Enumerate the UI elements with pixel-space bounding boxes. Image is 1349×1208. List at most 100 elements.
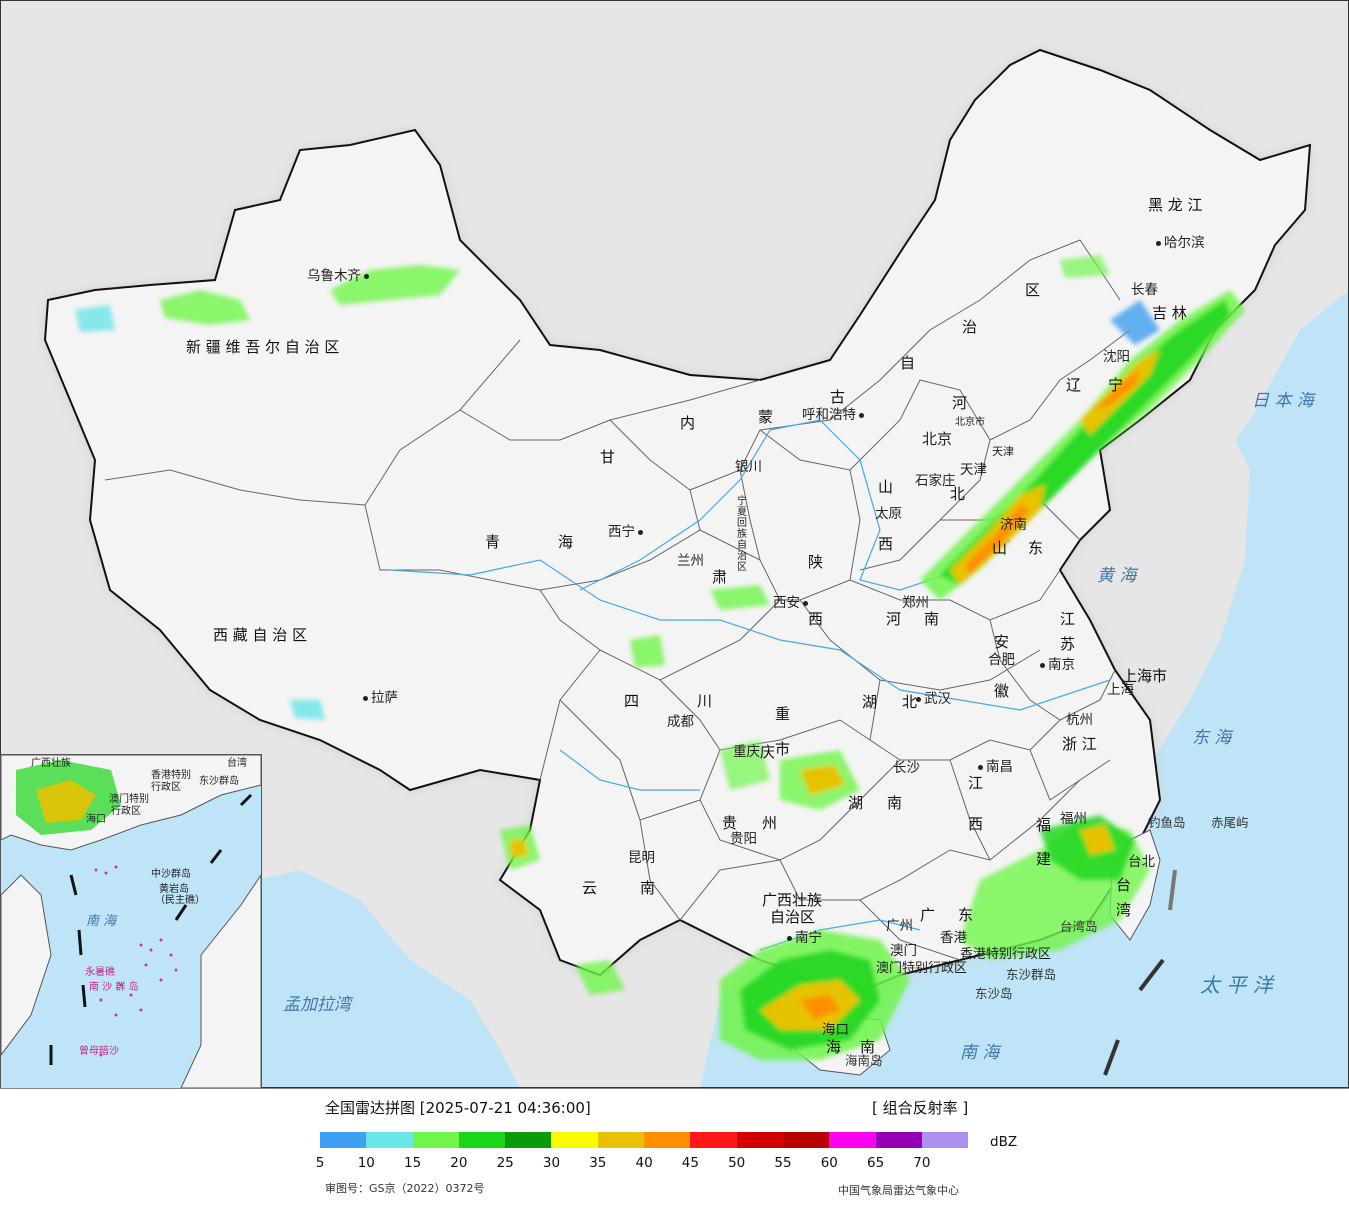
city-guiyang: 贵阳 <box>730 831 757 847</box>
city-urumqi: 乌鲁木齐 <box>307 269 369 284</box>
city-xining: 西宁 <box>608 525 643 540</box>
city-macau: 澳门 <box>890 943 917 959</box>
city-kunming: 昆明 <box>628 850 655 866</box>
city-lanzhou: 兰州 <box>677 553 704 569</box>
legend-swatch <box>921 1132 969 1148</box>
island-label-diaoyu: 钓鱼岛 <box>1148 815 1186 830</box>
city-guangzhou: 广州 <box>886 918 913 934</box>
legend-color-bar <box>320 1132 969 1148</box>
province-label-tianjin: 天津 <box>992 445 1014 458</box>
inset-label-taiwan: 台湾 <box>227 758 247 769</box>
city-nanjing: 南京 <box>1040 658 1075 673</box>
city-taibei: 台北 <box>1128 854 1155 870</box>
legend-swatch <box>366 1132 413 1148</box>
province-label-taiwan: 湾 <box>1116 901 1132 919</box>
maritime-boundary <box>1103 869 1177 1076</box>
province-label-shaanxi: 陕 <box>808 553 824 571</box>
city-fuzhou: 福州 <box>1060 811 1087 827</box>
province-label-hunan: 南 <box>887 794 903 812</box>
legend-swatch <box>412 1132 459 1148</box>
province-label-chongqing: 市 <box>775 740 791 758</box>
province-label-shandong: 东 <box>1028 539 1044 557</box>
legend-swatch <box>875 1132 922 1148</box>
legend-swatch <box>458 1132 506 1148</box>
province-label-chongqing: 重 <box>775 705 791 723</box>
sea-label-huanghai: 黄 海 <box>1097 566 1137 586</box>
province-label-shaanxi: 西 <box>808 610 824 628</box>
legend-ticks: 5 10 15 20 25 30 35 40 45 50 55 60 65 70 <box>316 1155 960 1173</box>
province-label-anhui: 徽 <box>994 682 1010 700</box>
sea-label-ribenhai: 日 本 海 <box>1252 391 1314 411</box>
province-label-neimenggu: 治 <box>962 318 978 336</box>
city-chengdu: 成都 <box>667 714 694 730</box>
inset-label-hk2: 行政区 <box>151 782 181 793</box>
province-label-xizang: 西 藏 自 治 区 <box>213 626 308 644</box>
province-label-ningxia: 宁夏回族自治区 <box>737 496 747 573</box>
province-label-jilin: 吉 林 <box>1152 304 1187 322</box>
city-chongqing: 重庆 <box>733 744 760 760</box>
sea-label-donghai: 东 海 <box>1192 728 1232 748</box>
island-label-dongsha: 东沙群岛 <box>1006 967 1057 982</box>
inset-land-sw <box>1 874 52 1056</box>
radar-echoes <box>75 255 1245 1060</box>
city-beijing: 北京 <box>922 430 953 448</box>
legend-tick-label: 5 <box>315 1155 325 1171</box>
city-hongkong: 香港 <box>940 930 967 946</box>
province-label-gansu: 肃 <box>712 568 728 586</box>
inset-label-hk1: 香港特别 <box>151 770 191 781</box>
province-label-qinghai: 青 <box>485 533 501 551</box>
province-label-jiangxi: 江 <box>968 774 984 792</box>
legend-swatch <box>551 1132 598 1148</box>
province-label-shanxi: 西 <box>878 535 894 553</box>
legend-swatch <box>597 1132 645 1148</box>
province-label-heilongjiang: 黑 龙 江 <box>1148 196 1203 214</box>
legend-tick-label: 30 <box>542 1155 561 1171</box>
province-label-guizhou: 州 <box>762 814 778 832</box>
inset-label-haikou: 海口 <box>86 814 106 825</box>
province-label-guangxi: 广西壮族 <box>762 891 823 909</box>
inset-label-zengmu: 曾母暗沙 <box>79 1046 119 1057</box>
province-label-hubei: 北 <box>902 693 918 711</box>
island-label-dongshadao: 东沙岛 <box>975 986 1013 1001</box>
inset-label-huangyan: 黄岩岛 <box>159 884 189 895</box>
province-label-shanxi: 山 <box>878 478 894 496</box>
legend-swatch <box>320 1132 367 1148</box>
inset-label-nanhai: 南 海 <box>86 914 117 929</box>
province-label-guangdong: 广 <box>920 906 936 924</box>
city-lasa: 拉萨 <box>363 691 398 706</box>
province-label-yunnan: 南 <box>640 879 656 897</box>
province-label-neimenggu: 古 <box>830 388 846 406</box>
province-label-xinjiang: 新 疆 维 吾 尔 自 治 区 <box>186 338 340 356</box>
inset-canvas <box>1 755 261 1088</box>
inset-boundary <box>49 793 253 1065</box>
inset-label-nansha: 南 沙 群 岛 <box>89 982 139 993</box>
inset-echo-core <box>36 780 96 823</box>
sea-area <box>1100 290 1349 1088</box>
radar-map: 新 疆 维 吾 尔 自 治 区 西 藏 自 治 区 青 海 甘 肃 内 蒙 古 … <box>0 0 1349 1089</box>
legend-tick-label: 10 <box>357 1155 375 1171</box>
province-label-neimenggu: 内 <box>680 414 696 432</box>
province-label-liaoning: 宁 <box>1108 376 1124 394</box>
province-label-yunnan: 云 <box>582 879 598 897</box>
legend-swatch <box>690 1132 737 1148</box>
inset-label-yongshu: 永暑礁 <box>85 967 115 978</box>
city-haikou: 海口 <box>822 1022 849 1038</box>
city-tianjin: 天津 <box>960 462 987 478</box>
city-changchun: 长春 <box>1131 282 1158 298</box>
legend-tick-label: 15 <box>404 1155 422 1171</box>
legend-tick-label: 50 <box>728 1155 746 1171</box>
legend-tick-label: 20 <box>450 1155 468 1171</box>
sea-label-mengjiala: 孟加拉湾 <box>283 995 351 1015</box>
province-label-hebei: 北 <box>950 485 966 503</box>
province-label-chongqing: 庆 <box>760 743 776 761</box>
province-label-neimenggu: 蒙 <box>758 408 774 426</box>
island-label-chiwei: 赤尾屿 <box>1211 815 1249 830</box>
sea-area-west <box>255 870 520 1088</box>
legend-swatch <box>505 1132 552 1148</box>
legend-tick-label: 65 <box>867 1155 885 1171</box>
province-label-neimenggu: 自 <box>900 354 916 372</box>
province-label-hubei: 湖 <box>862 693 878 711</box>
city-nanchang: 南昌 <box>978 760 1013 775</box>
city-zhengzhou: 郑州 <box>902 595 929 611</box>
province-label-hunan: 湖 <box>848 794 864 812</box>
